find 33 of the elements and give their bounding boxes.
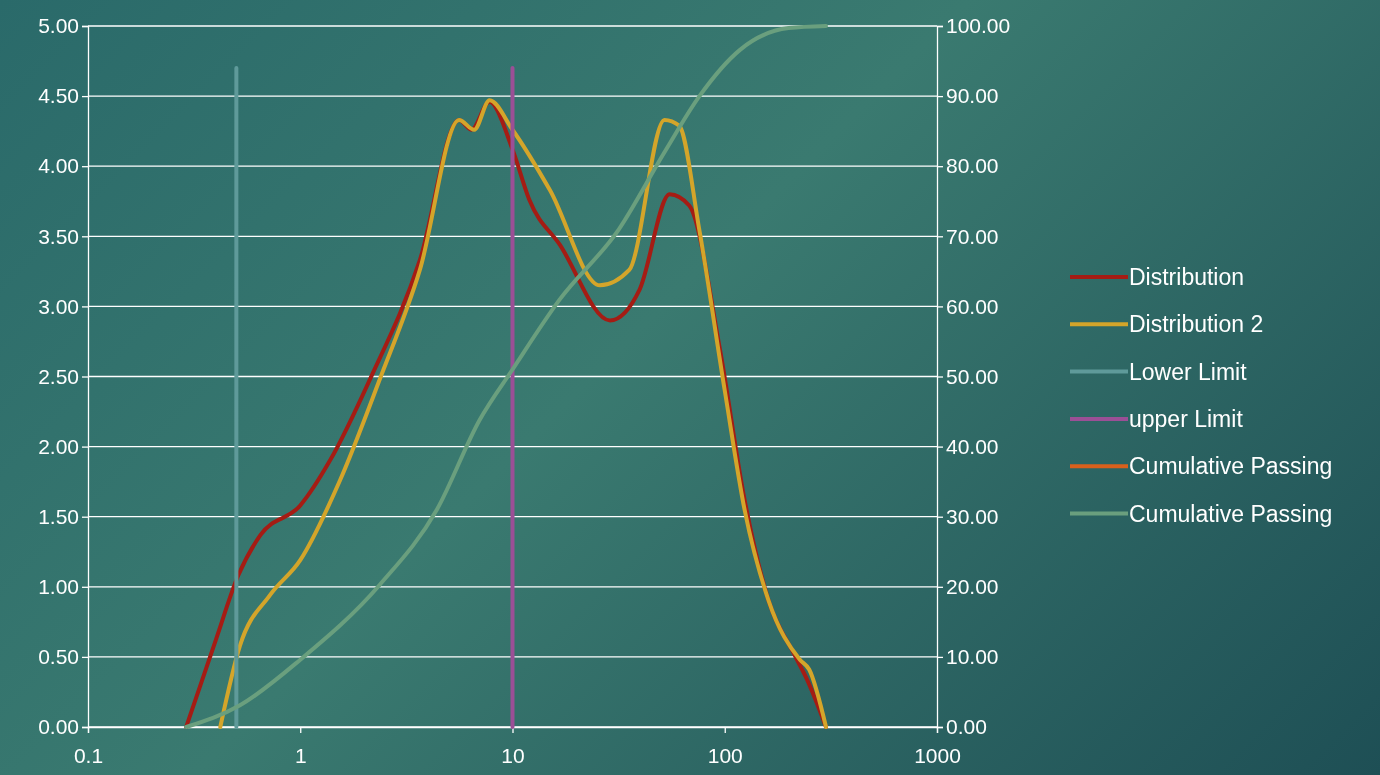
y2-tick-label: 70.00 xyxy=(946,224,999,248)
x-tick-label: 0.1 xyxy=(73,744,104,768)
y-tick-label: 0.50 xyxy=(38,645,79,669)
y-tick-label: 3.00 xyxy=(38,294,79,318)
y2-tick-label: 10.00 xyxy=(946,645,999,669)
y-tick-label: 2.00 xyxy=(38,434,79,458)
y-tick-label: 4.00 xyxy=(38,154,79,178)
legend-label: upper Limit xyxy=(1129,405,1244,432)
y2-tick-label: 80.00 xyxy=(946,154,999,178)
y2-tick-label: 40.00 xyxy=(946,434,999,458)
legend-label: Distribution xyxy=(1129,264,1245,290)
y2-tick-label: 50.00 xyxy=(946,364,999,388)
y2-tick-label: 20.00 xyxy=(946,575,999,599)
y-tick-label: 1.00 xyxy=(38,575,79,599)
y-tick-label: 1.50 xyxy=(38,504,79,528)
x-tick-label: 100 xyxy=(707,744,743,768)
legend-label: Lower Limit xyxy=(1129,358,1248,385)
legend-label: Cumulative Passing xyxy=(1129,500,1333,527)
y-tick-label: 2.50 xyxy=(38,364,79,388)
y2-tick-label: 0.00 xyxy=(946,715,987,739)
y-tick-label: 4.50 xyxy=(38,84,79,108)
x-tick-label: 1000 xyxy=(914,744,961,768)
legend-label: Cumulative Passing xyxy=(1129,453,1333,480)
y-tick-label: 5.00 xyxy=(38,14,79,38)
y2-tick-label: 60.00 xyxy=(946,294,999,318)
x-tick-label: 10 xyxy=(501,744,525,768)
y2-tick-label: 100.00 xyxy=(946,14,1011,38)
y-tick-label: 3.50 xyxy=(38,224,79,248)
y-tick-label: 0.00 xyxy=(38,715,79,739)
y2-tick-label: 30.00 xyxy=(946,504,999,528)
x-tick-label: 1 xyxy=(294,744,307,768)
y2-tick-label: 90.00 xyxy=(946,84,999,108)
legend-label: Distribution 2 xyxy=(1129,311,1264,338)
